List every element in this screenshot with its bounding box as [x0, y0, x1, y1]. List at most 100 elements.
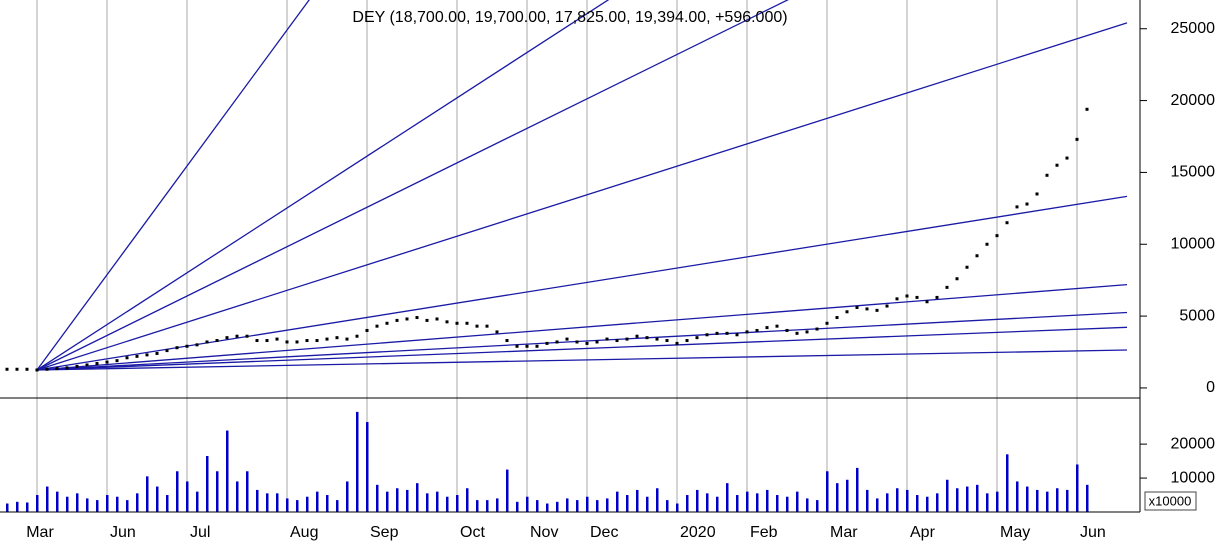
price-mark: [685, 339, 689, 343]
price-mark: [995, 234, 999, 238]
price-mark: [875, 308, 879, 312]
price-mark: [355, 334, 359, 338]
volume-bar: [686, 495, 689, 512]
volume-bar: [626, 495, 629, 512]
volume-bar: [426, 493, 429, 512]
volume-bar: [1046, 491, 1049, 512]
price-mark: [985, 242, 989, 246]
price-mark: [845, 310, 849, 314]
volume-bar: [6, 503, 9, 512]
price-mark: [525, 344, 529, 348]
volume-bar: [96, 500, 99, 512]
x-tick-label: 2020: [680, 524, 716, 541]
volume-bar: [516, 501, 519, 512]
price-mark: [415, 316, 419, 320]
price-mark: [755, 328, 759, 332]
volume-bar: [476, 500, 479, 512]
x-tick-label: Apr: [910, 524, 936, 541]
price-mark: [345, 337, 349, 341]
multiplier-box: [1144, 491, 1197, 511]
price-mark: [1065, 156, 1069, 160]
x-tick-label: Dec: [590, 524, 618, 541]
volume-bar: [216, 471, 219, 512]
volume-bar: [416, 483, 419, 512]
volume-bar: [156, 486, 159, 512]
volume-bar: [446, 496, 449, 512]
price-mark: [205, 340, 209, 344]
volume-bar: [366, 422, 369, 512]
volume-bar: [186, 481, 189, 512]
price-mark: [1055, 163, 1059, 167]
price-mark: [15, 367, 19, 371]
price-mark: [775, 324, 779, 328]
y-tick-label: 10000: [1171, 235, 1216, 252]
price-mark: [35, 368, 39, 372]
x-tick-label: Nov: [530, 524, 558, 541]
price-mark: [575, 340, 579, 344]
price-mark: [365, 328, 369, 332]
price-mark: [565, 337, 569, 341]
grid: [36, 0, 1078, 512]
price-mark: [325, 337, 329, 341]
volume-bar: [206, 456, 209, 512]
volume-bar: [456, 495, 459, 512]
price-mark: [1085, 107, 1089, 111]
price-mark: [825, 321, 829, 325]
volume-bar: [716, 496, 719, 512]
fan-line: [36, 283, 1128, 371]
price-mark: [215, 339, 219, 343]
volume-bar: [866, 489, 869, 512]
fan-line: [36, 311, 1128, 371]
volume-multiplier: x10000: [1149, 493, 1192, 508]
fan-line: [36, 349, 1128, 371]
price-mark: [625, 337, 629, 341]
price-mark: [1025, 202, 1029, 206]
price-mark: [155, 351, 159, 355]
volume-bar: [276, 493, 279, 512]
volume-bar: [136, 493, 139, 512]
price-mark: [65, 366, 69, 370]
price-mark: [935, 295, 939, 299]
price-mark: [485, 324, 489, 328]
volume-bar: [816, 500, 819, 512]
price-mark: [815, 327, 819, 331]
volume-bar: [956, 488, 959, 512]
price-mark: [605, 337, 609, 341]
volume-bar: [26, 502, 29, 512]
price-mark: [405, 317, 409, 321]
volume-bar: [326, 495, 329, 512]
volume-bar: [1006, 454, 1009, 512]
volume-bar: [16, 501, 19, 512]
volume-bar: [546, 503, 549, 512]
price-mark: [445, 320, 449, 324]
price-mark: [925, 300, 929, 304]
x-tick-label: Sep: [370, 524, 399, 541]
volume-panel: [6, 411, 1089, 512]
volume-bar: [1086, 484, 1089, 512]
volume-bar: [406, 489, 409, 512]
x-tick-label: Aug: [290, 524, 318, 541]
volume-bar: [176, 471, 179, 512]
volume-bar: [1016, 481, 1019, 512]
volume-bar: [506, 469, 509, 512]
price-mark: [5, 367, 9, 371]
price-mark: [115, 359, 119, 363]
y-tick-label: 25000: [1171, 20, 1216, 37]
fan-line: [36, 195, 1128, 371]
volume-bar: [736, 495, 739, 512]
price-mark: [945, 285, 949, 289]
volume-bar: [1026, 486, 1029, 512]
price-mark: [395, 318, 399, 322]
price-mark: [955, 277, 959, 281]
price-mark: [885, 304, 889, 308]
price-mark: [805, 330, 809, 334]
price-mark: [765, 326, 769, 330]
fan-line: [36, 0, 610, 371]
price-mark: [105, 360, 109, 364]
volume-bar: [486, 500, 489, 512]
volume-bar: [966, 486, 969, 512]
volume-bar: [1066, 489, 1069, 512]
volume-bar: [886, 493, 889, 512]
volume-bar: [676, 503, 679, 512]
volume-bar: [606, 498, 609, 512]
